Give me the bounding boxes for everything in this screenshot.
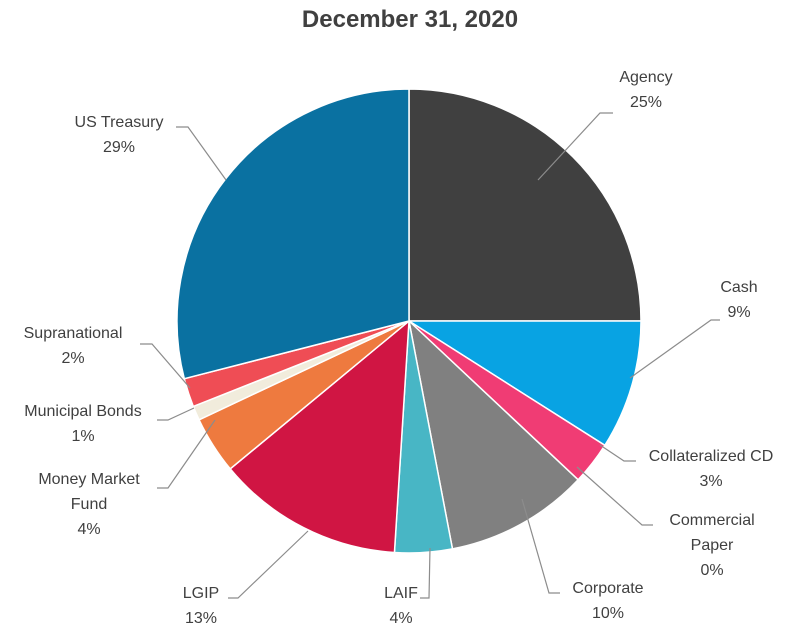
slice-lgip — [229, 319, 410, 554]
label-name-municipal-bonds: Municipal Bonds — [24, 403, 141, 420]
label-agency: Agency 25% — [619, 69, 672, 111]
label-lgip: LGIP 13% — [183, 585, 219, 627]
leader-line-money-market-fund — [157, 419, 216, 489]
label-percent-supranational: 2% — [61, 350, 84, 367]
label-us-treasury: US Treasury 29% — [75, 114, 164, 156]
leader-line-collateralized-cd — [599, 444, 636, 462]
label-percent-us-treasury: 29% — [103, 139, 135, 156]
label-percent-municipal-bonds: 1% — [71, 428, 94, 445]
label-municipal-bonds: Municipal Bonds 1% — [24, 403, 141, 445]
label-name-commercial-paper: Paper — [691, 537, 734, 554]
label-name-laif: LAIF — [384, 585, 418, 602]
leader-line-lgip — [228, 530, 309, 599]
chart-title: December 31, 2020 — [301, 6, 519, 33]
label-money-market-fund: Money Market Fund 4% — [38, 471, 140, 538]
label-laif: LAIF 4% — [384, 585, 418, 627]
label-name-agency: Agency — [619, 69, 672, 86]
leader-line-corporate — [521, 498, 560, 594]
label-collateralized-cd: Collateralized CD 3% — [649, 448, 774, 490]
label-name-lgip: LGIP — [183, 585, 219, 602]
label-name-us-treasury: US Treasury — [75, 114, 164, 131]
pie-slices — [176, 88, 642, 554]
label-percent-lgip: 13% — [185, 610, 217, 627]
label-percent-laif: 4% — [389, 610, 412, 627]
label-percent-money-market-fund: 4% — [77, 521, 100, 538]
leader-line-municipal-bonds — [157, 407, 195, 421]
label-name-money-market-fund: Money Market — [38, 471, 140, 488]
label-name-supranational: Supranational — [24, 325, 123, 342]
label-name-money-market-fund: Fund — [71, 496, 107, 513]
label-percent-agency: 25% — [630, 94, 662, 111]
leader-line-agency — [537, 112, 613, 181]
label-percent-corporate: 10% — [592, 605, 624, 622]
label-name-cash: Cash — [720, 279, 757, 296]
slice-agency — [408, 88, 642, 322]
label-corporate: Corporate 10% — [572, 580, 643, 622]
label-percent-cash: 9% — [727, 304, 750, 321]
label-supranational: Supranational 2% — [24, 325, 123, 367]
label-name-commercial-paper: Commercial — [669, 512, 754, 529]
leader-line-commercial-paper — [576, 466, 653, 526]
label-cash: Cash 9% — [720, 279, 757, 321]
label-percent-commercial-paper: 0% — [700, 562, 723, 579]
slice-corporate — [407, 318, 580, 550]
leader-line-us-treasury — [176, 126, 227, 181]
label-percent-collateralized-cd: 3% — [699, 473, 722, 490]
slice-labels: Agency 25% Cash 9% Collateralized CD 3% Commer… — [24, 69, 774, 627]
slice-cash — [406, 320, 642, 447]
label-name-collateralized-cd: Collateralized CD — [649, 448, 774, 465]
label-commercial-paper: Commercial Paper 0% — [669, 512, 754, 579]
leader-lines — [140, 112, 720, 599]
label-name-corporate: Corporate — [572, 580, 643, 597]
leader-line-cash — [629, 319, 720, 379]
leader-line-supranational — [140, 343, 191, 389]
leader-line-laif — [420, 547, 431, 599]
